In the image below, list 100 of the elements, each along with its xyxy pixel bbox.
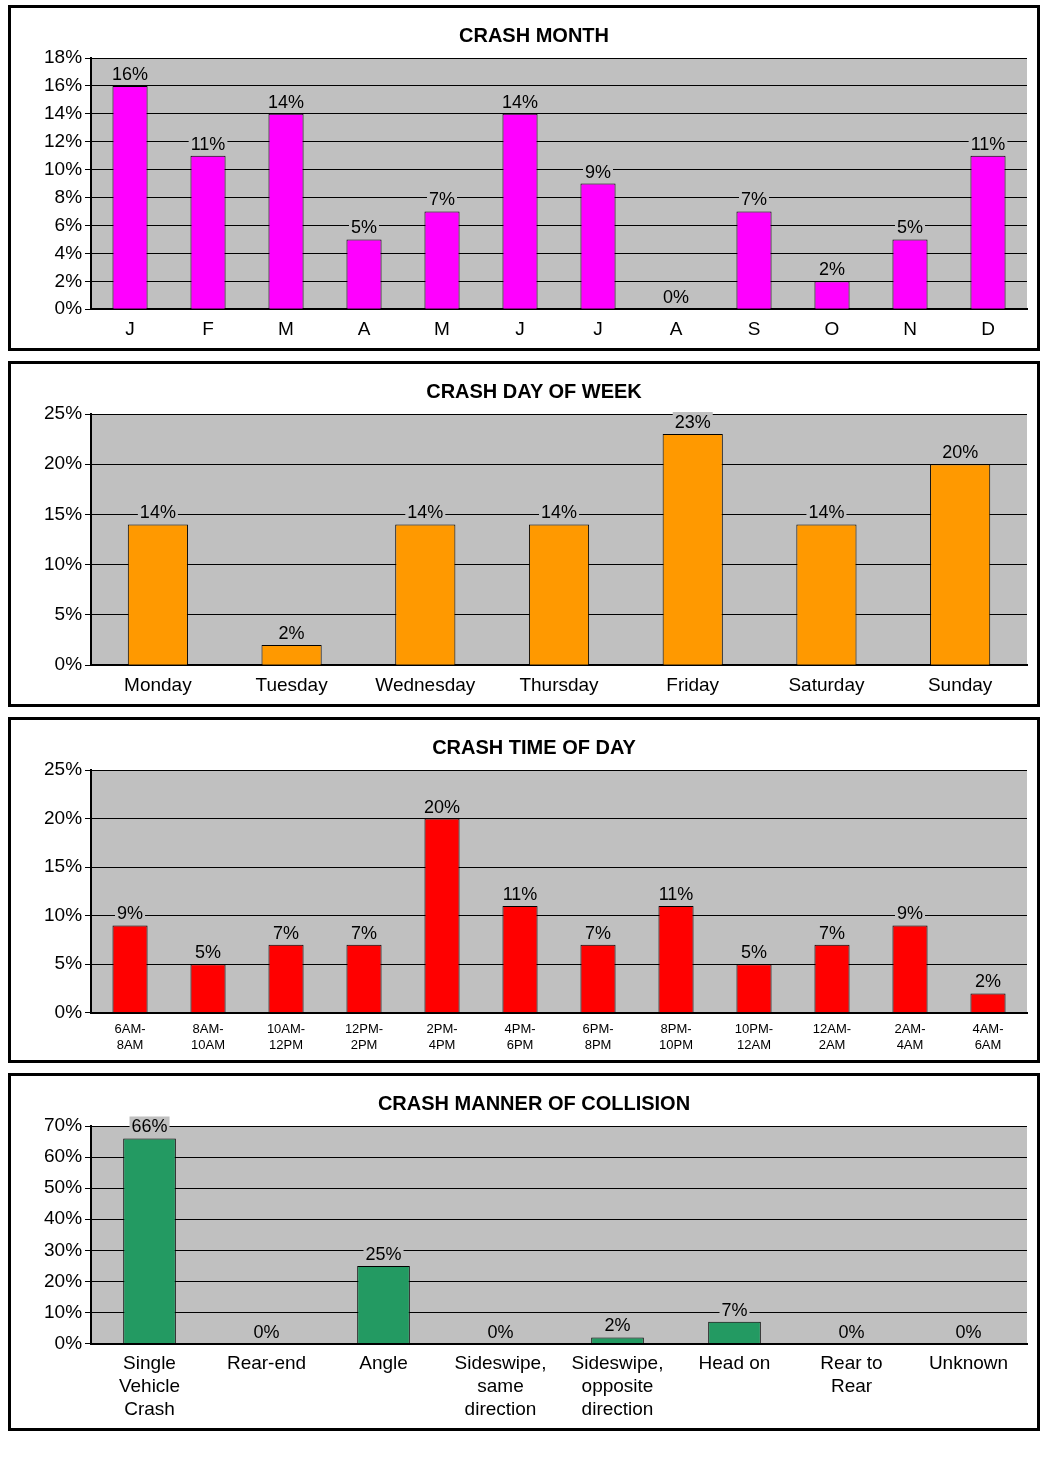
x-tick-label: 12PM- 2PM <box>344 1021 384 1052</box>
x-tick-label: 8AM- 10AM <box>191 1021 226 1052</box>
data-label: 9% <box>585 161 612 182</box>
data-label: 23% <box>674 412 711 433</box>
data-label: 5% <box>741 942 768 963</box>
x-tick-label: Sideswipe, opposite direction <box>571 1352 664 1419</box>
x-tick-label: J <box>125 317 135 339</box>
y-tick-label: 0% <box>54 653 83 675</box>
data-label: 5% <box>897 217 924 238</box>
y-tick-label: 40% <box>44 1207 83 1229</box>
x-tick-label: Saturday <box>788 673 865 695</box>
y-tick-label: 50% <box>44 1176 83 1198</box>
x-tick-label: M <box>278 317 294 339</box>
x-tick-label: S <box>747 317 761 339</box>
x-tick-label: Wednesday <box>375 673 476 695</box>
y-tick-label: 0% <box>54 1001 83 1023</box>
y-tick-label: 30% <box>44 1238 83 1260</box>
y-tick-label: 0% <box>54 297 83 319</box>
data-label: 14% <box>502 91 539 112</box>
data-label: 14% <box>808 502 845 523</box>
y-tick-label: 5% <box>54 952 83 974</box>
data-label: 2% <box>278 623 305 644</box>
data-label: 20% <box>424 796 461 817</box>
data-label: 7% <box>429 189 456 210</box>
y-tick-label: 4% <box>54 241 83 263</box>
y-tick-label: 10% <box>44 1300 83 1322</box>
data-label: 7% <box>741 189 768 210</box>
y-tick-label: 10% <box>44 552 83 574</box>
data-label: 0% <box>955 1321 982 1342</box>
data-label: 2% <box>974 971 1002 992</box>
x-tick-label: 6PM- 8PM <box>582 1021 614 1052</box>
x-tick-label: 2AM- 4AM <box>894 1021 926 1052</box>
data-label: 5% <box>351 217 378 238</box>
x-tick-label: Friday <box>666 673 720 695</box>
x-tick-label: 6AM- 8AM <box>114 1021 146 1052</box>
x-tick-label: Angle <box>359 1352 408 1374</box>
data-label: 7% <box>819 922 846 943</box>
y-tick-label: 6% <box>54 213 83 235</box>
data-label: 11% <box>190 133 226 154</box>
data-label: 0% <box>663 287 690 308</box>
data-label: 7% <box>585 922 612 943</box>
x-tick-label: 4AM- 6AM <box>972 1021 1004 1052</box>
y-tick-label: 20% <box>44 452 83 474</box>
data-label: 2% <box>819 259 846 280</box>
y-tick-label: 12% <box>44 129 83 151</box>
x-tick-label: F <box>202 317 214 339</box>
y-tick-label: 20% <box>44 806 83 828</box>
x-tick-label: 8PM- 10PM <box>659 1021 693 1052</box>
y-tick-label: 14% <box>44 102 83 124</box>
chart-title: CRASH MANNER OF COLLISION <box>377 1091 691 1114</box>
x-tick-label: 4PM- 6PM <box>504 1021 536 1052</box>
data-label: 11% <box>502 883 538 904</box>
x-tick-label: 2PM- 4PM <box>426 1021 458 1052</box>
x-tick-label: J <box>593 317 603 339</box>
data-label: 14% <box>139 502 176 523</box>
x-tick-label: Rear-end <box>226 1352 307 1374</box>
data-label: 11% <box>658 883 694 904</box>
y-tick-label: 2% <box>54 269 83 291</box>
x-tick-label: Thursday <box>519 673 600 695</box>
x-tick-label: D <box>981 317 995 339</box>
x-tick-label: M <box>434 317 450 339</box>
x-tick-label: Monday <box>124 673 193 695</box>
chart-title: CRASH TIME OF DAY <box>432 735 637 758</box>
data-label: 9% <box>117 903 144 924</box>
x-tick-label: 10PM- 12AM <box>734 1021 774 1052</box>
data-label: 16% <box>112 63 149 84</box>
y-tick-label: 15% <box>44 502 83 524</box>
data-label: 2% <box>604 1315 631 1336</box>
data-label: 0% <box>838 1321 865 1342</box>
data-label: 7% <box>351 922 378 943</box>
x-tick-label: J <box>515 317 525 339</box>
data-label: 9% <box>897 903 924 924</box>
x-tick-label: N <box>903 317 917 339</box>
x-tick-label: Head on <box>698 1352 771 1374</box>
x-tick-label: Rear to Rear <box>820 1352 883 1397</box>
data-label: 11% <box>970 133 1006 154</box>
x-tick-label: A <box>357 317 371 339</box>
data-label: 5% <box>195 942 222 963</box>
x-tick-label: Sunday <box>927 673 993 695</box>
data-label: 14% <box>407 502 444 523</box>
x-tick-label: 10AM- 12PM <box>266 1021 306 1052</box>
x-tick-label: Tuesday <box>255 673 329 695</box>
x-tick-label: O <box>824 317 840 339</box>
y-tick-label: 16% <box>44 74 83 96</box>
y-tick-label: 5% <box>54 603 83 625</box>
data-label: 7% <box>273 922 300 943</box>
chart-title: CRASH MONTH <box>459 23 609 46</box>
y-tick-label: 70% <box>44 1114 83 1136</box>
data-label: 20% <box>942 442 979 463</box>
y-tick-label: 15% <box>44 855 83 877</box>
x-tick-label: A <box>669 317 683 339</box>
data-label: 7% <box>721 1299 748 1320</box>
y-tick-label: 18% <box>44 46 83 68</box>
x-tick-label: Single Vehicle Crash <box>118 1352 181 1419</box>
x-tick-label: Sideswipe, same direction <box>454 1352 547 1419</box>
x-tick-label: Unknown <box>928 1352 1009 1374</box>
y-tick-label: 20% <box>44 1269 83 1291</box>
chart-title: CRASH DAY OF WEEK <box>426 379 643 402</box>
y-tick-label: 25% <box>44 402 83 424</box>
y-tick-label: 8% <box>54 185 83 207</box>
